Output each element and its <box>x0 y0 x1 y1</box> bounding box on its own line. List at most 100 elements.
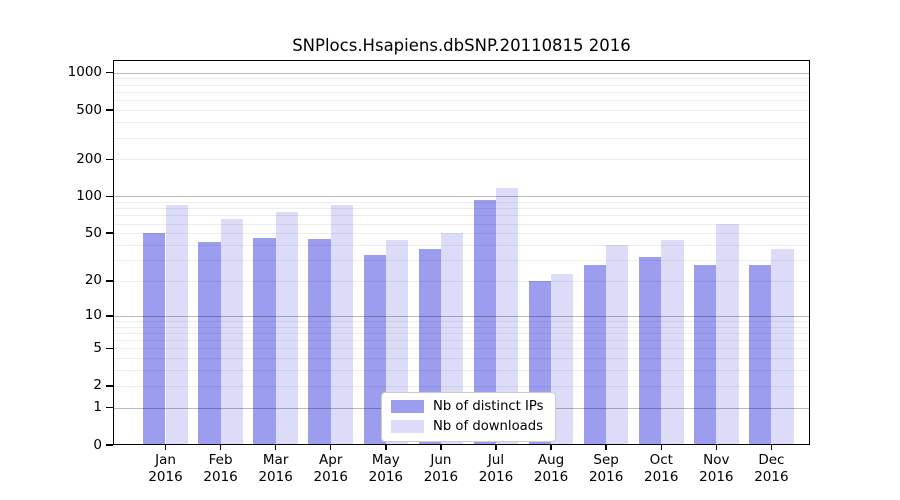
x-tick-label-aug: Aug 2016 <box>533 452 569 485</box>
gridline-minor <box>113 385 810 387</box>
x-tick-label-may: May 2016 <box>368 452 403 485</box>
bar-downloads-jan <box>165 205 188 445</box>
gridline-minor <box>113 280 810 282</box>
y-tick <box>105 347 113 350</box>
gridline-minor <box>113 348 810 350</box>
x-tick-label-oct: Oct 2016 <box>644 452 679 485</box>
y-tick-label: 500 <box>76 101 102 118</box>
x-tick <box>495 445 497 450</box>
x-tick <box>440 445 442 450</box>
gridline-minor <box>113 370 810 372</box>
x-tick <box>550 445 552 450</box>
bar-distinct-ips-jan <box>143 233 166 445</box>
y-tick <box>105 72 113 74</box>
gridline-minor <box>113 84 810 86</box>
gridline-major <box>113 196 810 198</box>
y-tick <box>105 315 113 317</box>
y-tick <box>105 444 113 446</box>
y-tick <box>105 232 113 234</box>
gridline-minor <box>113 223 810 225</box>
gridline-minor <box>113 326 810 328</box>
bar-distinct-ips-dec <box>749 265 772 445</box>
y-tick <box>105 280 113 282</box>
legend-label-distinct-ips: Nb of distinct IPs <box>433 399 544 414</box>
plot-area <box>113 60 810 445</box>
gridline-minor <box>113 244 810 246</box>
bar-downloads-apr <box>330 205 354 445</box>
gridline-minor <box>113 233 810 235</box>
x-tick <box>219 445 222 450</box>
gridline-minor <box>113 332 810 334</box>
x-tick <box>385 445 387 450</box>
y-tick-label: 1000 <box>67 64 102 81</box>
bar-downloads-nov <box>716 223 739 445</box>
bar-distinct-ips-sep <box>583 265 607 445</box>
bar-downloads-sep <box>606 244 629 445</box>
gridline-minor <box>113 215 810 217</box>
y-tick-label: 5 <box>93 339 102 356</box>
bar-downloads-mar <box>275 211 298 445</box>
gridline-minor <box>113 340 810 342</box>
legend-item-downloads: Nb of downloads <box>391 419 544 434</box>
y-tick-label: 20 <box>84 272 102 289</box>
legend: Nb of distinct IPs Nb of downloads <box>381 392 556 442</box>
chart-title: SNPlocs.Hsapiens.dbSNP.20110815 2016 <box>292 36 631 55</box>
legend-swatch-downloads <box>391 419 424 434</box>
x-tick <box>715 445 718 450</box>
x-tick-label-sep: Sep 2016 <box>588 452 624 485</box>
legend-label-downloads: Nb of downloads <box>433 419 543 434</box>
gridline-minor <box>113 358 810 360</box>
y-tick-label: 1 <box>93 399 102 416</box>
gridline-minor <box>113 320 810 322</box>
y-tick-label: 2 <box>93 377 102 394</box>
y-tick <box>105 158 113 160</box>
bar-downloads-dec <box>771 249 794 445</box>
gridline-minor <box>113 91 810 93</box>
x-tick-label-jul: Jul 2016 <box>478 452 514 485</box>
y-tick-label: 100 <box>76 187 102 204</box>
gridline-minor <box>113 159 810 161</box>
x-tick <box>770 445 773 450</box>
x-tick-label-jan: Jan 2016 <box>148 452 183 485</box>
x-tick <box>605 445 607 450</box>
x-tick-label-feb: Feb 2016 <box>203 452 238 485</box>
gridline-major <box>113 72 810 74</box>
x-tick-label-dec: Dec 2016 <box>754 452 789 485</box>
x-tick <box>660 445 662 450</box>
y-tick <box>105 406 113 409</box>
bar-downloads-feb <box>220 219 243 445</box>
gridline-minor <box>113 110 810 112</box>
bar-distinct-ips-may <box>363 255 386 445</box>
gridline-minor <box>113 122 810 124</box>
y-tick-label: 50 <box>84 224 102 241</box>
y-tick-label: 0 <box>93 436 102 453</box>
y-tick <box>105 195 113 198</box>
y-tick-label: 10 <box>84 307 102 324</box>
bar-downloads-jul <box>495 188 519 445</box>
x-tick-label-mar: Mar 2016 <box>258 452 293 485</box>
gridline-minor <box>113 78 810 80</box>
bar-distinct-ips-oct <box>638 256 662 445</box>
x-tick <box>330 445 332 450</box>
x-tick-label-nov: Nov 2016 <box>699 452 734 485</box>
bar-distinct-ips-nov <box>694 265 717 445</box>
bar-distinct-ips-jul <box>473 199 496 445</box>
gridline-minor <box>113 137 810 139</box>
bar-distinct-ips-apr <box>308 238 331 445</box>
gridline-minor <box>113 201 810 203</box>
legend-item-distinct-ips: Nb of distinct IPs <box>391 399 544 414</box>
gridline-minor <box>113 208 810 210</box>
gridline-minor <box>113 100 810 102</box>
legend-swatch-distinct-ips <box>391 399 424 414</box>
bar-distinct-ips-mar <box>253 237 276 445</box>
x-tick-label-jun: Jun 2016 <box>423 452 459 485</box>
bar-downloads-oct <box>661 239 684 445</box>
x-tick <box>274 445 277 450</box>
bar-downloads-aug <box>551 273 574 445</box>
y-tick <box>105 109 113 111</box>
y-tick-label: 200 <box>76 150 102 167</box>
bar-distinct-ips-feb <box>198 242 221 445</box>
gridline-major <box>113 315 810 317</box>
x-tick <box>164 445 167 450</box>
